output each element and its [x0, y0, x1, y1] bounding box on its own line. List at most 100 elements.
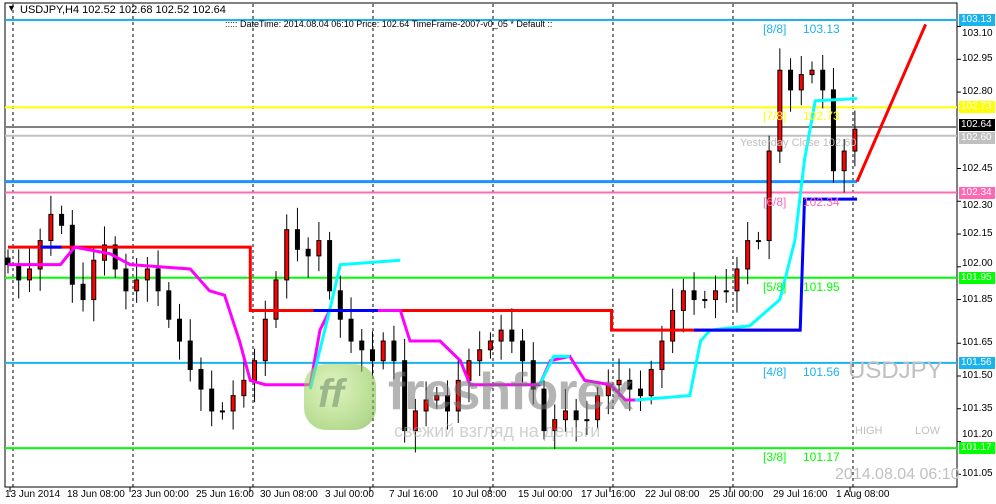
- indicator-line: [694, 197, 858, 332]
- time-label: 1 Aug 08:00: [836, 489, 890, 500]
- candle-body: [820, 69, 826, 91]
- price-tag: 103.13: [959, 14, 995, 26]
- price-tag: 101.56: [959, 356, 995, 369]
- candle-body: [788, 69, 794, 91]
- time-label: 10 Jul 08:00: [452, 489, 507, 500]
- candle-body: [423, 399, 429, 412]
- candle-body: [552, 419, 558, 432]
- candle-body: [187, 340, 193, 370]
- candle-body: [230, 395, 236, 412]
- candle-body: [59, 213, 65, 226]
- price-tag: 102.73: [959, 101, 995, 114]
- candle-body: [294, 229, 300, 250]
- candle-body: [37, 240, 43, 270]
- candle-body: [745, 240, 751, 270]
- candle-body: [305, 248, 311, 257]
- indicator-lines: [8, 23, 928, 402]
- candle-body: [402, 360, 408, 432]
- grid: [12, 4, 854, 487]
- candle-body: [841, 150, 847, 172]
- time-label: 7 Jul 16:00: [389, 489, 438, 500]
- axis-ticks: [9, 26, 961, 492]
- symbol-ohlc: USDJPY,H4 102.52 102.68 102.52 102.64: [20, 4, 226, 16]
- price-label: 102.00: [962, 257, 993, 269]
- candle-body: [337, 290, 343, 320]
- candle-body: [734, 268, 740, 292]
- candle-body: [680, 290, 686, 311]
- candle-body: [455, 379, 461, 412]
- time-label: 30 Jun 08:00: [260, 489, 318, 500]
- watermark-brand: freshforex: [388, 363, 633, 421]
- price-tag: 101.95: [959, 271, 995, 284]
- price-label: 101.50: [962, 369, 993, 381]
- murrey-level-value: 101.95: [803, 279, 840, 294]
- candle-body: [252, 360, 258, 381]
- candle-body: [573, 410, 579, 421]
- candle-body: [670, 309, 676, 342]
- candle-body: [177, 318, 183, 342]
- price-label: 102.30: [962, 200, 993, 212]
- candle-body: [755, 240, 761, 243]
- candle-body: [809, 69, 815, 76]
- candle-body: [445, 395, 451, 412]
- candle-body: [273, 279, 279, 320]
- candle-body: [798, 74, 804, 91]
- price-label: 101.65: [962, 337, 993, 349]
- candle-body: [348, 318, 354, 342]
- candle-body: [659, 340, 665, 370]
- candle-body: [91, 259, 97, 301]
- yesterday-close-label: Yesterday Close 102.60: [740, 137, 857, 149]
- price-label: 101.85: [962, 293, 993, 305]
- murrey-level-label: [5/8]: [763, 279, 787, 294]
- logo-text: ff: [318, 372, 344, 416]
- candle-body: [530, 360, 536, 390]
- price-label: 102.15: [962, 228, 993, 240]
- collapse-triangle-icon[interactable]: ▼: [7, 3, 16, 13]
- time-label: 18 Jun 08:00: [67, 489, 125, 500]
- candle-body: [48, 213, 54, 242]
- candle-body: [80, 283, 86, 301]
- price-label: 101.20: [962, 428, 993, 440]
- price-tag: 101.17: [959, 442, 995, 455]
- candle-body: [144, 268, 150, 281]
- murrey-level-value: 103.13: [803, 22, 840, 36]
- candle-body: [509, 329, 515, 342]
- indicator-info: ::::: DateTime: 2014.08.04 06:10 Price: …: [225, 19, 553, 29]
- candle-body: [702, 299, 708, 302]
- candle-body: [262, 318, 268, 362]
- candle-body: [391, 340, 397, 362]
- time-label: 22 Jul 08:00: [645, 489, 700, 500]
- price-label: 102.80: [962, 86, 993, 98]
- plot-area: [4, 2, 958, 488]
- freshforex-logo: ff: [304, 364, 376, 430]
- candle-body: [766, 150, 772, 242]
- candle-body: [316, 240, 322, 257]
- time-label: 13 Jun 2014: [5, 489, 61, 500]
- candle-body: [123, 268, 129, 292]
- price-label: 102.95: [962, 53, 993, 65]
- murrey-level-value: 102.73: [803, 109, 840, 124]
- price-label: 102.45: [962, 162, 993, 174]
- indicator-line: [635, 97, 858, 402]
- price-tag: 102.34: [959, 186, 995, 199]
- time-label: 15 Jul 00:00: [518, 489, 573, 500]
- candle-body: [487, 340, 493, 351]
- candle-body: [595, 395, 601, 421]
- candle-body: [637, 388, 643, 397]
- time-label: 25 Jun 16:00: [196, 489, 254, 500]
- candle-body: [155, 268, 161, 292]
- candle-body: [359, 340, 365, 351]
- candle-body: [777, 69, 783, 152]
- horizontal-levels: [5, 19, 957, 450]
- candle-body: [830, 89, 836, 172]
- price-tag: 102.64: [959, 118, 995, 131]
- murrey-level-value: 102.34: [803, 194, 840, 209]
- time-label: 29 Jul 16:00: [773, 489, 828, 500]
- time-label: 17 Jul 16:00: [581, 489, 636, 500]
- candle-body: [520, 340, 526, 362]
- candle-body: [327, 240, 333, 292]
- time-label: 25 Jul 00:00: [709, 489, 764, 500]
- candle-body: [369, 349, 375, 362]
- murrey-level-label: [3/8]: [763, 450, 787, 465]
